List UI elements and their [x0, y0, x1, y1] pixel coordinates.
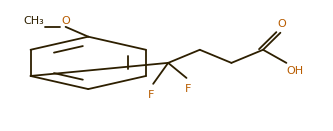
Text: F: F — [148, 90, 155, 100]
Text: F: F — [185, 84, 191, 94]
Text: O: O — [277, 19, 286, 29]
Text: OH: OH — [286, 66, 303, 76]
Text: CH₃: CH₃ — [23, 16, 44, 26]
Text: O: O — [61, 16, 70, 26]
